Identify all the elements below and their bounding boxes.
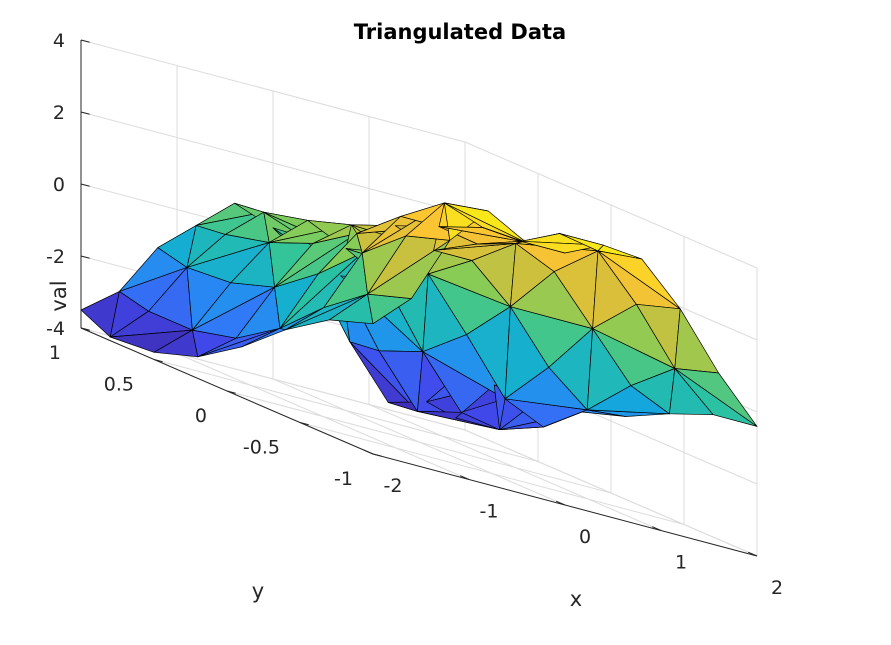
surface-face (674, 368, 758, 427)
y-tick-label: 1 (49, 342, 61, 364)
side-wall-grid-z (464, 429, 758, 557)
back-wall-grid-z (80, 111, 466, 215)
z-tick-mark (80, 255, 90, 259)
z-tick-label: 2 (53, 102, 65, 124)
back-wall-grid-z (80, 39, 466, 143)
y-tick-mark (226, 390, 236, 394)
z-tick-mark (80, 327, 90, 331)
y-tick-mark (299, 422, 309, 426)
z-tick-label: -2 (46, 246, 65, 268)
floor-grid-y (299, 422, 685, 525)
surface-face (367, 240, 451, 299)
surface-face (444, 202, 527, 244)
surface-face (674, 308, 719, 374)
chart-title: Triangulated Data (354, 20, 566, 44)
floor-grid-y (153, 359, 539, 462)
y-tick-mark (372, 453, 382, 457)
y-tick-label: -0.5 (243, 437, 280, 459)
x-tick-label: -1 (480, 501, 499, 523)
axes (80, 39, 758, 557)
x-axis-label: x (570, 587, 582, 611)
z-tick-label: -4 (46, 318, 65, 340)
y-axis-label: y (252, 579, 264, 603)
x-tick-mark (460, 475, 470, 480)
surface-face (597, 250, 681, 310)
x-tick-label: 1 (675, 552, 687, 574)
x-tick-mark (556, 500, 566, 506)
side-wall-grid-z (464, 141, 758, 269)
y-tick-label: -1 (334, 468, 353, 490)
y-tick-label: 0 (195, 405, 207, 427)
z-tick-label: 4 (53, 30, 65, 52)
triangulated-surface (80, 202, 758, 431)
x-tick-mark (748, 551, 758, 557)
x-tick-label: 0 (579, 526, 591, 548)
z-tick-label: 0 (53, 174, 65, 196)
y-tick-label: 0.5 (104, 374, 134, 396)
x-tick-mark (652, 526, 662, 531)
z-tick-mark (80, 39, 90, 43)
x-tick-mark (364, 449, 374, 455)
z-tick-mark (80, 183, 90, 187)
x-tick-label: -2 (384, 475, 403, 497)
z-tick-mark (80, 111, 90, 115)
z-axis-label: val (47, 280, 71, 311)
y-tick-mark (153, 359, 163, 363)
floor-grid-y (226, 390, 612, 494)
x-tick-label: 2 (771, 577, 783, 599)
